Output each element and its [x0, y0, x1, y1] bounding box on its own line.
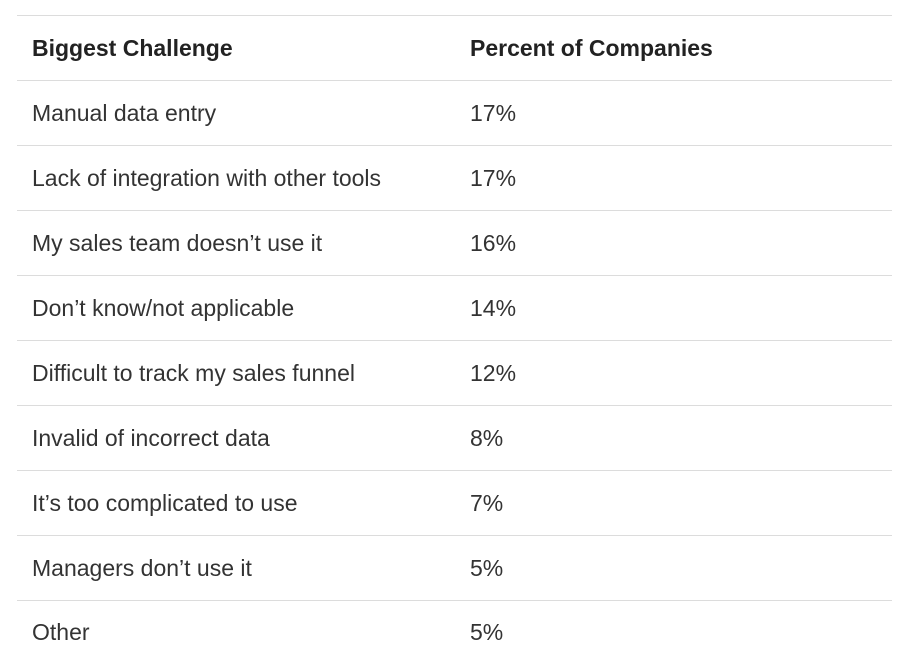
- percent-cell: 16%: [455, 211, 892, 276]
- challenge-cell: Lack of integration with other tools: [17, 146, 455, 211]
- table-row: Difficult to track my sales funnel 12%: [17, 341, 892, 406]
- challenge-cell: Invalid of incorrect data: [17, 406, 455, 471]
- percent-cell: 8%: [455, 406, 892, 471]
- percent-cell: 5%: [455, 601, 892, 664]
- table-row: Other 5%: [17, 601, 892, 664]
- table-row: Invalid of incorrect data 8%: [17, 406, 892, 471]
- challenges-table: Biggest Challenge Percent of Companies M…: [17, 15, 892, 664]
- table-row: Lack of integration with other tools 17%: [17, 146, 892, 211]
- percent-cell: 14%: [455, 276, 892, 341]
- table-row: My sales team doesn’t use it 16%: [17, 211, 892, 276]
- table-row: It’s too complicated to use 7%: [17, 471, 892, 536]
- column-header-challenge: Biggest Challenge: [17, 16, 455, 81]
- table-header: Biggest Challenge Percent of Companies: [17, 16, 892, 81]
- percent-cell: 17%: [455, 146, 892, 211]
- challenge-cell: My sales team doesn’t use it: [17, 211, 455, 276]
- table-body: Manual data entry 17% Lack of integratio…: [17, 81, 892, 664]
- challenge-cell: Other: [17, 601, 455, 664]
- challenge-cell: It’s too complicated to use: [17, 471, 455, 536]
- challenge-cell: Difficult to track my sales funnel: [17, 341, 455, 406]
- challenge-cell: Manual data entry: [17, 81, 455, 146]
- percent-cell: 7%: [455, 471, 892, 536]
- challenge-cell: Managers don’t use it: [17, 536, 455, 601]
- header-row: Biggest Challenge Percent of Companies: [17, 16, 892, 81]
- percent-cell: 17%: [455, 81, 892, 146]
- column-header-percent: Percent of Companies: [455, 16, 892, 81]
- table-row: Don’t know/not applicable 14%: [17, 276, 892, 341]
- challenges-table-container: Biggest Challenge Percent of Companies M…: [17, 15, 892, 664]
- table-row: Managers don’t use it 5%: [17, 536, 892, 601]
- percent-cell: 5%: [455, 536, 892, 601]
- percent-cell: 12%: [455, 341, 892, 406]
- challenge-cell: Don’t know/not applicable: [17, 276, 455, 341]
- table-row: Manual data entry 17%: [17, 81, 892, 146]
